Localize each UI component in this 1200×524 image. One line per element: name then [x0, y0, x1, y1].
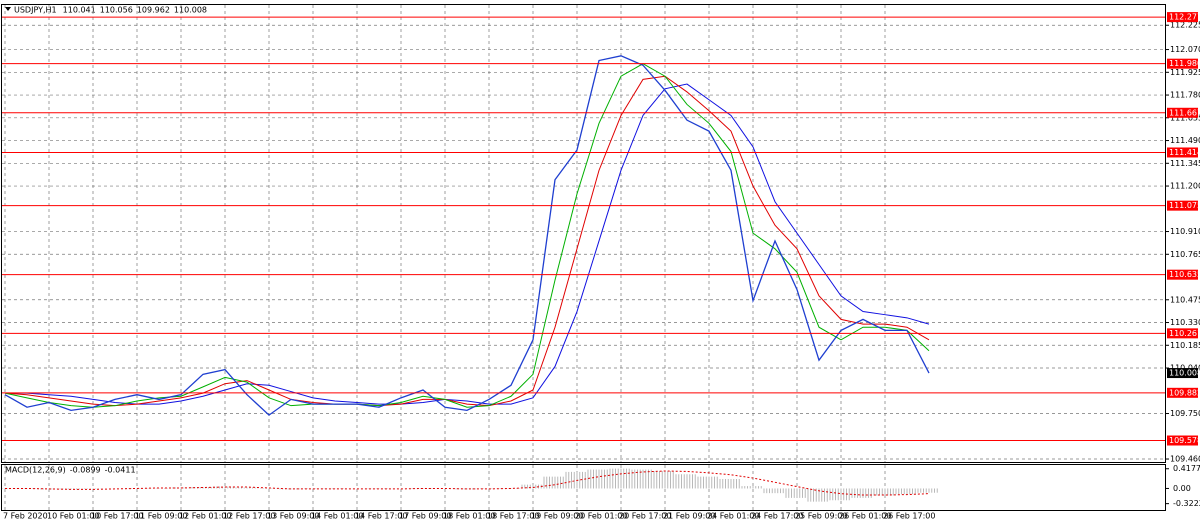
y-tick-label: 110.910 [1170, 227, 1200, 236]
plot [2, 5, 1165, 462]
level-label: 112.277 [1169, 13, 1200, 22]
y-tick-label: 111.780 [1170, 91, 1200, 100]
x-tick-label: 18 Feb 01:00 [443, 512, 495, 521]
y-tick-label: 111.490 [1170, 136, 1200, 145]
y-tick-label: 111.635 [1170, 113, 1200, 122]
macd-panel [1, 464, 1166, 511]
level-tag [1167, 328, 1198, 339]
x-tick-label: 12 Feb 01:00 [179, 512, 231, 521]
x-tick-label: 21 Feb 09:00 [663, 512, 715, 521]
level-tag [1167, 200, 1198, 211]
x-tick-label: 20 Feb 17:00 [619, 512, 671, 521]
y-tick-label: 112.070 [1170, 45, 1200, 54]
x-tick-label: 19 Feb 09:00 [531, 512, 583, 521]
y-tick-label: 111.925 [1170, 68, 1200, 77]
x-tick-label: 14 Feb 01:00 [311, 512, 363, 521]
last-price-tag [1167, 368, 1198, 379]
level-tag [1167, 147, 1198, 158]
series-line [5, 83, 930, 405]
y-tick-label: 0.00 [1173, 484, 1191, 493]
ohlc-value: 109.962 [137, 6, 170, 15]
symbol: USDJPY,H1 [14, 6, 57, 15]
x-tick-label: 17 Feb 09:00 [399, 512, 451, 521]
series-line [4, 63, 930, 408]
level-label: 111.980 [1169, 59, 1200, 68]
x-tick-label: 26 Feb 17:00 [883, 512, 935, 521]
level-label: 110.635 [1169, 270, 1200, 279]
y-tick-label: 109.460 [1170, 455, 1200, 464]
x-tick-label: 20 Feb 01:00 [575, 512, 627, 521]
level-tag [1167, 387, 1198, 398]
level-tag [1167, 269, 1198, 280]
y-tick-label: 110.475 [1170, 295, 1200, 304]
x-tick-label: 18 Feb 17:00 [487, 512, 539, 521]
x-tick-label: 10 Feb 01:00 [47, 512, 99, 521]
ohlc-value: 110.041 [63, 6, 96, 15]
y-tick-label: 111.345 [1170, 159, 1200, 168]
level-tag [1167, 435, 1198, 446]
x-tick-label: 24 Feb 17:00 [751, 512, 803, 521]
y-tick-label: 110.765 [1170, 250, 1200, 259]
y-tick-label: 109.750 [1170, 409, 1200, 418]
x-tick-label: 10 Feb 17:00 [91, 512, 143, 521]
macd-title: MACD(12,26,9) [5, 466, 66, 475]
level-tag [1167, 58, 1198, 69]
series-line [4, 55, 930, 416]
level-label: 111.667 [1169, 108, 1200, 117]
ohlc-value: 110.008 [174, 6, 207, 15]
x-tick-label: 24 Feb 01:00 [707, 512, 759, 521]
x-tick-label: 11 Feb 09:00 [135, 512, 187, 521]
x-tick-label: 12 Feb 17:00 [223, 512, 275, 521]
y-tick-label: 111.200 [1170, 182, 1200, 191]
level-label: 111.414 [1169, 148, 1200, 157]
macd-value: -0.0411 [105, 466, 136, 475]
price-panel [1, 4, 1166, 463]
y-tick-label: 0.4177 [1173, 464, 1200, 473]
x-tick-label: 7 Feb 2020 [3, 512, 48, 521]
x-tick-label: 13 Feb 09:00 [267, 512, 319, 521]
level-tag [1167, 107, 1198, 118]
y-tick-label: 110.330 [1170, 318, 1200, 327]
menu-arrow[interactable] [5, 7, 11, 11]
x-tick-label: 26 Feb 01:00 [839, 512, 891, 521]
series-line [5, 470, 930, 496]
y-tick-label: -0.3222 [1173, 499, 1200, 508]
level-label: 109.882 [1169, 388, 1200, 397]
y-tick-label: 112.225 [1170, 21, 1200, 30]
level-label: 111.075 [1169, 201, 1200, 210]
ohlc-value: 110.056 [100, 6, 133, 15]
x-tick-label: 14 Feb 17:00 [355, 512, 407, 521]
level-label: 110.261 [1169, 329, 1200, 338]
series-line [4, 75, 930, 407]
y-tick-label: 110.040 [1170, 364, 1200, 373]
level-label: 109.578 [1169, 436, 1200, 445]
last-price: 110.008 [1169, 369, 1200, 378]
macd-value: -0.0899 [70, 466, 101, 475]
plot [2, 468, 938, 502]
x-tick-label: 25 Feb 09:00 [795, 512, 847, 521]
level-tag [1167, 12, 1198, 23]
y-tick-label: 110.185 [1170, 341, 1200, 350]
